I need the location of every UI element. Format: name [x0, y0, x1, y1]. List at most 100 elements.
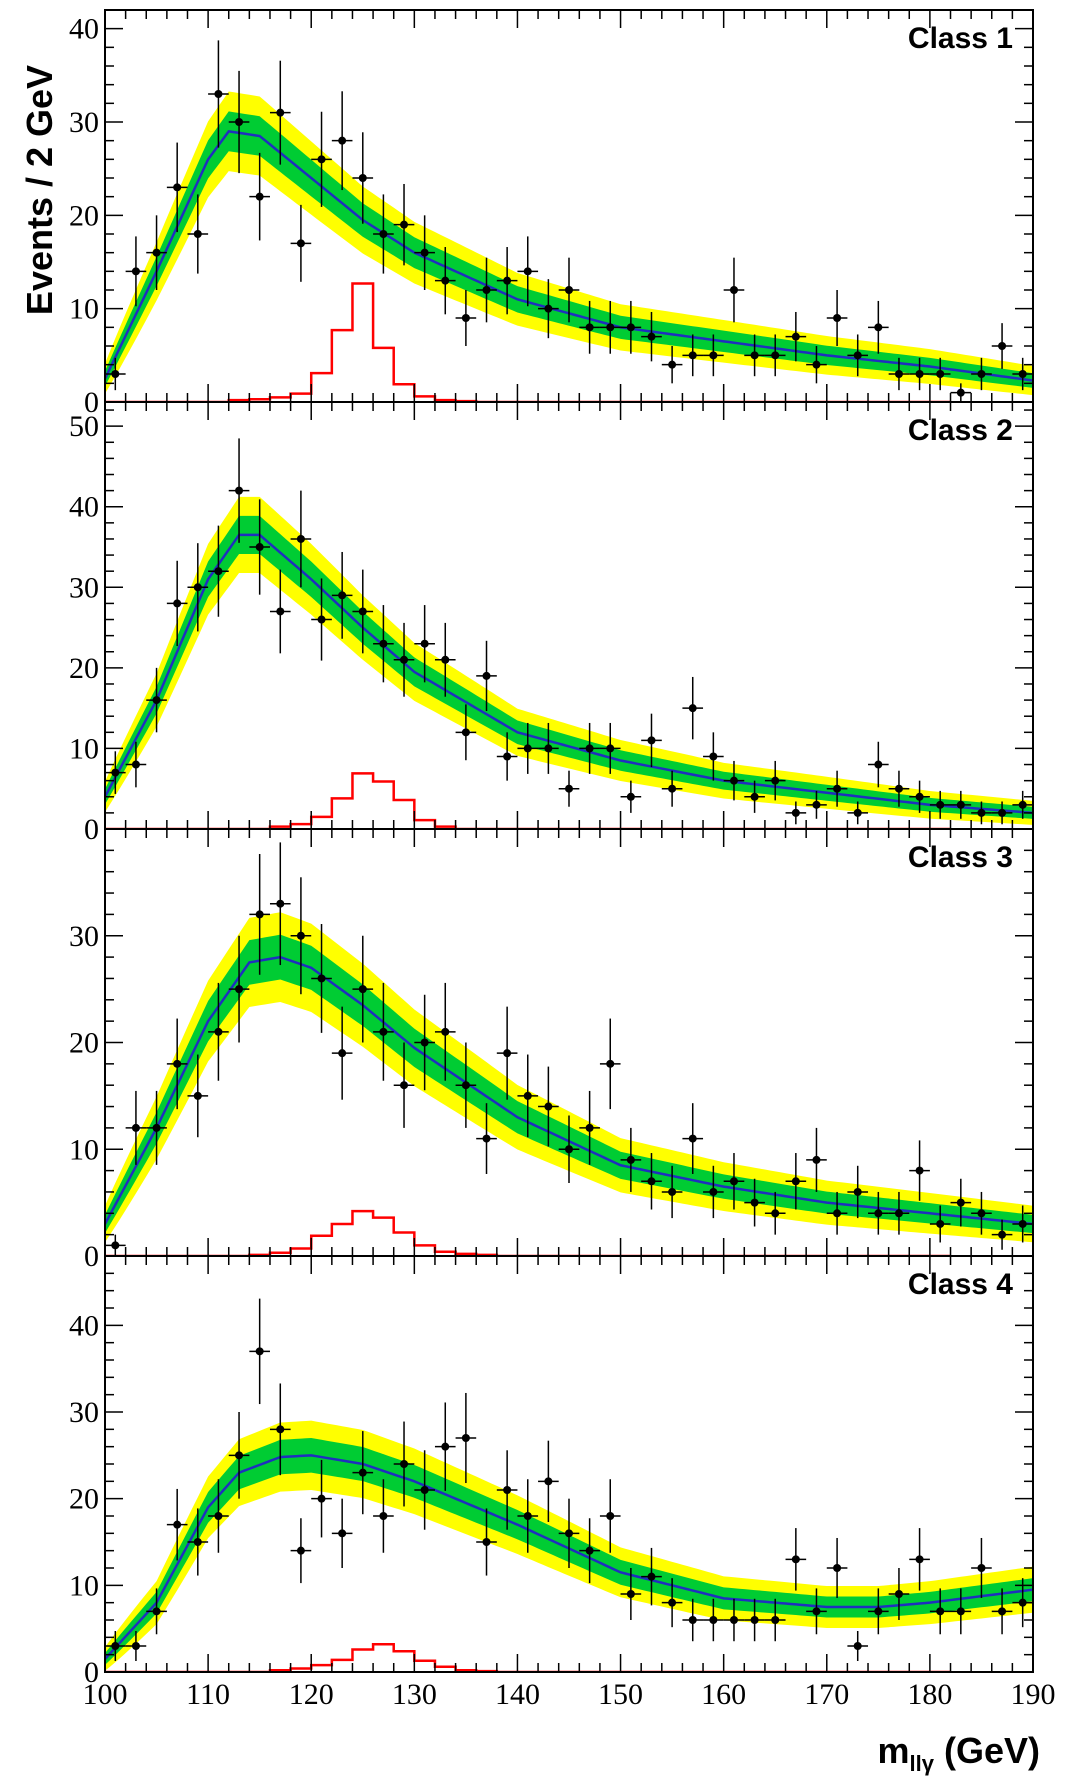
data-point-group — [971, 1537, 992, 1599]
data-point — [482, 286, 491, 294]
data-point-group — [888, 1568, 910, 1620]
data-point-group — [517, 722, 539, 774]
y-tick-label: 10 — [69, 1569, 99, 1602]
data-point — [358, 174, 367, 182]
data-point-group — [146, 215, 167, 290]
data-point-group — [166, 1018, 188, 1110]
data-point — [833, 1209, 842, 1218]
data-point-group — [125, 1090, 147, 1165]
data-point — [214, 90, 223, 98]
data-point-group — [373, 194, 394, 274]
data-point — [585, 1123, 594, 1132]
data-point-group — [269, 569, 291, 654]
data-point-group — [950, 1178, 972, 1227]
y-tick-label: 0 — [84, 386, 99, 419]
data-point-group — [558, 770, 580, 807]
data-point — [111, 1241, 120, 1250]
data-point-group — [909, 780, 930, 813]
data-point-group — [352, 132, 374, 224]
data-point-group — [641, 311, 662, 362]
data-point-group — [682, 1598, 704, 1642]
data-point — [771, 351, 780, 360]
data-point — [709, 1187, 718, 1196]
x-axis-title: mllγ (GeV) — [878, 1730, 1041, 1776]
data-point-group — [249, 152, 270, 241]
data-point-group — [558, 1115, 580, 1184]
x-tick-label: 170 — [804, 1678, 849, 1711]
data-point — [131, 760, 140, 769]
panel-3: 0 10 20 30 Class 3 — [69, 828, 1034, 1273]
data-point — [482, 671, 491, 680]
x-tick-label: 140 — [495, 1678, 540, 1711]
data-point — [771, 776, 780, 785]
data-point — [152, 696, 161, 705]
data-point-group — [599, 722, 621, 774]
y-tick-label: 40 — [69, 13, 99, 46]
data-point-group — [208, 525, 229, 617]
data-point — [668, 360, 677, 369]
data-point — [173, 1520, 182, 1529]
data-point-group — [228, 438, 250, 543]
data-point-group — [764, 1191, 786, 1235]
data-point — [317, 1494, 326, 1503]
data-point-group — [414, 215, 435, 290]
data-point — [193, 583, 202, 592]
data-point — [853, 808, 862, 817]
data-point-group — [146, 1090, 167, 1165]
data-point-group — [991, 1588, 1013, 1635]
data-point — [296, 1546, 305, 1555]
data-point — [894, 1209, 903, 1218]
x-tick-label: 150 — [598, 1678, 643, 1711]
data-point — [729, 286, 738, 294]
data-point-group — [125, 1630, 147, 1662]
plot-area — [105, 40, 1033, 402]
data-point-group — [682, 1103, 704, 1174]
data-point — [565, 784, 573, 793]
y-tick-label: 20 — [69, 199, 99, 232]
data-point — [338, 591, 347, 600]
data-point — [235, 985, 244, 994]
data-point-group — [1012, 790, 1033, 819]
data-point-group — [455, 1042, 477, 1128]
y-tick-label: 10 — [69, 732, 99, 765]
data-point-group — [620, 1127, 642, 1192]
data-point-group — [228, 70, 250, 174]
x-tick-label: 190 — [1011, 1678, 1056, 1711]
data-point — [977, 1564, 986, 1572]
panel-title: Class 1 — [908, 22, 1013, 55]
data-point — [503, 752, 512, 761]
data-point — [729, 1177, 738, 1186]
panel-frame — [104, 9, 1034, 403]
band-2sigma — [105, 496, 1033, 825]
data-point-group — [434, 982, 456, 1081]
data-point — [626, 1155, 635, 1164]
y-tick-label: 20 — [69, 1483, 99, 1516]
data-point — [193, 1538, 202, 1546]
data-point-group — [434, 622, 456, 697]
data-point — [936, 1219, 945, 1228]
data-point-group — [744, 1598, 765, 1642]
data-point — [152, 248, 161, 257]
data-point-group — [414, 605, 435, 683]
data-point — [998, 342, 1007, 350]
data-point — [729, 1616, 738, 1624]
data-point-group — [476, 640, 497, 712]
data-point — [647, 1572, 656, 1581]
data-point — [565, 1529, 573, 1538]
data-point-group — [166, 142, 188, 233]
panel-2: 0 10 20 30 40 50 Class 2 — [69, 401, 1034, 846]
panel-title: Class 2 — [908, 414, 1013, 447]
data-point-group — [455, 1392, 477, 1484]
data-point-group — [723, 1598, 745, 1642]
data-point-group — [517, 236, 539, 307]
data-point-group — [950, 790, 972, 819]
data-point — [461, 1081, 470, 1090]
data-point — [152, 1607, 161, 1616]
data-point — [853, 351, 862, 360]
data-point-group — [661, 346, 683, 384]
data-point — [255, 543, 264, 552]
data-point-group — [620, 300, 642, 354]
data-point-group — [826, 770, 848, 807]
data-point — [936, 370, 945, 378]
data-point — [235, 486, 244, 495]
